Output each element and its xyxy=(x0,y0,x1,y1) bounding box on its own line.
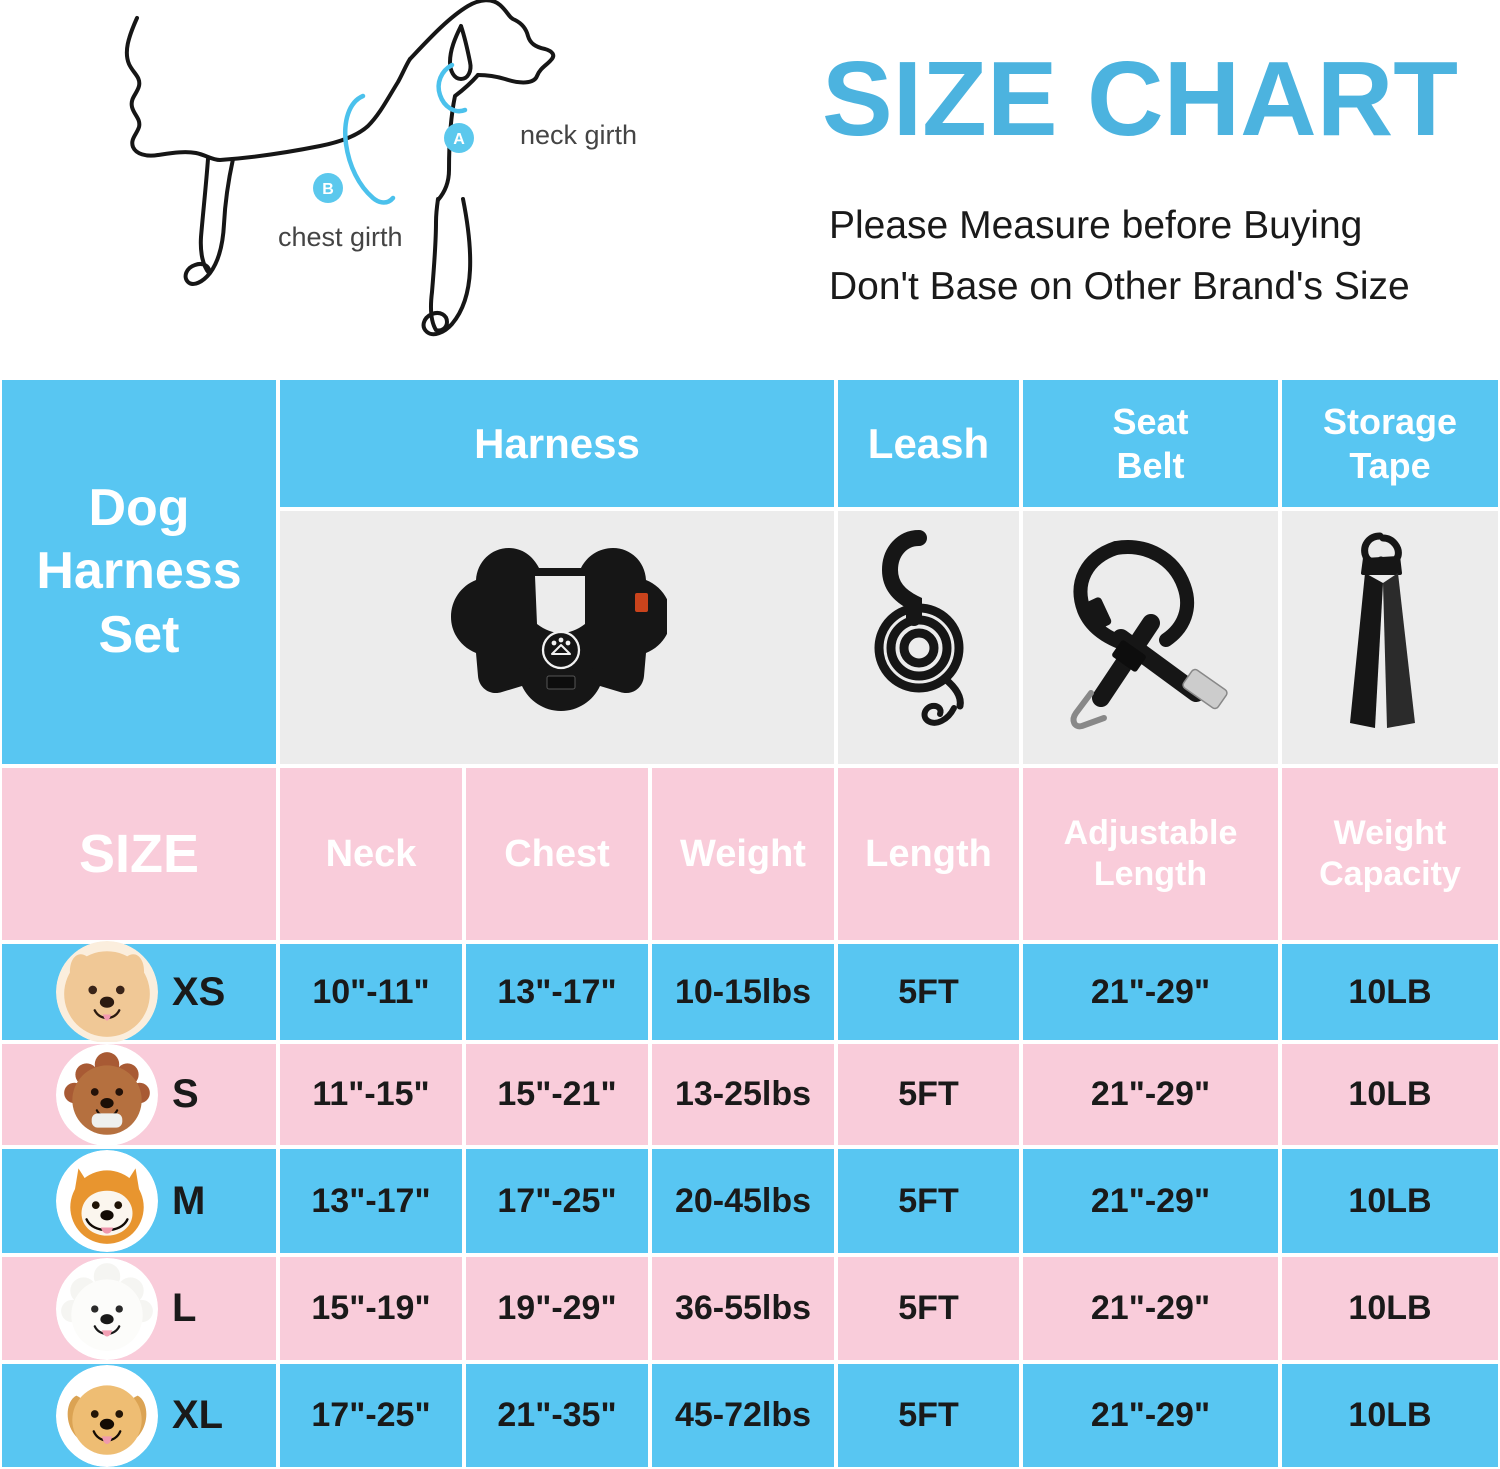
svg-text:A: A xyxy=(453,131,465,148)
svg-text:chest girth: chest girth xyxy=(278,222,403,252)
svg-text:neck girth: neck girth xyxy=(520,120,637,150)
svg-text:B: B xyxy=(322,181,334,198)
